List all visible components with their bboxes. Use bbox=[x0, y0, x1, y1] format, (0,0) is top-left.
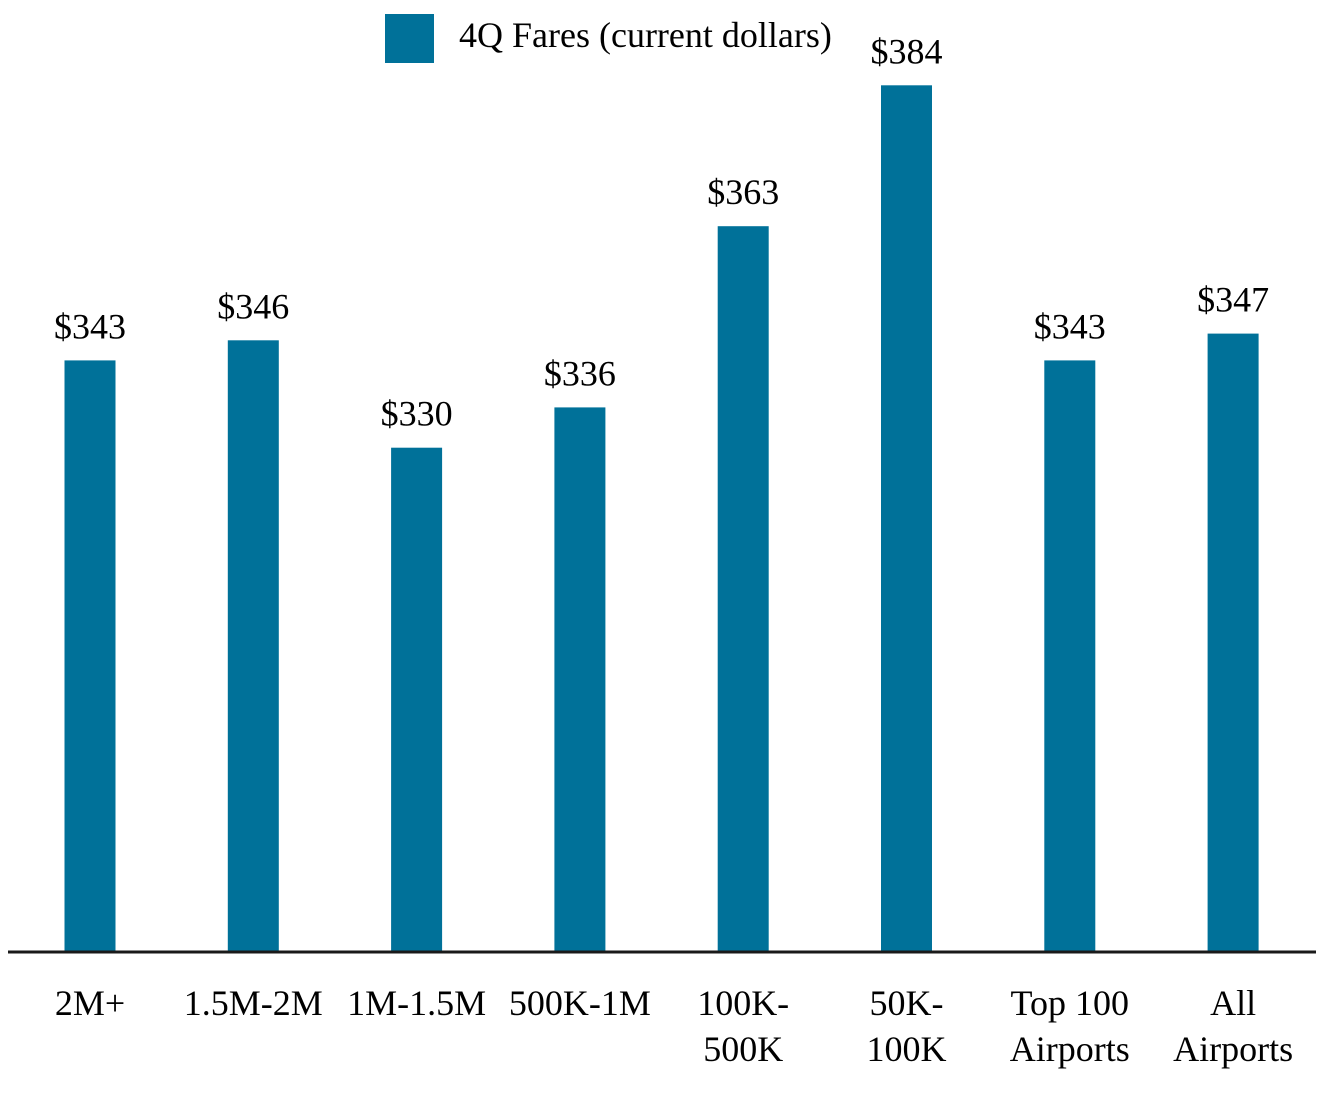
x-tick-label-line: Airports bbox=[1173, 1029, 1293, 1069]
x-tick-label: 1.5M-2M bbox=[184, 983, 323, 1023]
x-tick-label-line: 500K-1M bbox=[509, 983, 651, 1023]
data-label: $336 bbox=[544, 353, 616, 393]
x-tick-label-line: All bbox=[1210, 983, 1256, 1023]
legend: 4Q Fares (current dollars) bbox=[385, 14, 832, 63]
legend-label: 4Q Fares (current dollars) bbox=[459, 15, 832, 55]
x-tick-label-line: Airports bbox=[1010, 1029, 1130, 1069]
x-tick-label-line: Top 100 bbox=[1011, 983, 1129, 1023]
data-label: $347 bbox=[1197, 280, 1269, 320]
x-tick-label-line: 100K bbox=[867, 1029, 947, 1069]
bar bbox=[1207, 333, 1259, 952]
x-tick-label-line: 2M+ bbox=[55, 983, 125, 1023]
x-tick-label: 50K- 100K bbox=[867, 983, 947, 1069]
bar bbox=[64, 360, 116, 951]
data-label: $346 bbox=[217, 286, 289, 326]
x-tick-label: 1M-1.5M bbox=[347, 983, 486, 1023]
x-tick-label: All Airports bbox=[1173, 983, 1293, 1069]
bar bbox=[227, 340, 279, 951]
bar bbox=[881, 85, 932, 952]
x-tick-label: 2M+ bbox=[55, 983, 125, 1023]
x-tick-label: 100K- 500K bbox=[697, 983, 789, 1069]
bar bbox=[391, 447, 443, 951]
bar bbox=[717, 226, 769, 951]
x-tick-label-line: 50K- bbox=[870, 983, 944, 1023]
data-label: $363 bbox=[707, 172, 779, 212]
x-tick-label: 500K-1M bbox=[509, 983, 651, 1023]
x-tick-label-line: 500K bbox=[703, 1029, 783, 1069]
bar bbox=[1044, 360, 1096, 951]
legend-swatch bbox=[385, 14, 434, 63]
x-tick-label-line: 100K- bbox=[697, 983, 789, 1023]
bars-group bbox=[64, 85, 1259, 952]
x-tick-label: Top 100 Airports bbox=[1010, 983, 1130, 1069]
bar bbox=[554, 407, 606, 951]
data-label: $343 bbox=[54, 306, 126, 346]
data-label: $343 bbox=[1034, 306, 1106, 346]
x-tick-labels-group: 2M+ 1.5M-2M 1M-1.5M 500K-1M 100K- 500K 50K- 100… bbox=[55, 983, 1293, 1069]
value-labels-group: $343 $346 $330 $336 $363 $384 $343 $347 bbox=[54, 31, 1269, 433]
data-label: $330 bbox=[381, 394, 453, 434]
x-tick-label-line: 1M-1.5M bbox=[347, 983, 486, 1023]
x-tick-label-line: 1.5M-2M bbox=[184, 983, 323, 1023]
data-label: $384 bbox=[871, 31, 943, 71]
